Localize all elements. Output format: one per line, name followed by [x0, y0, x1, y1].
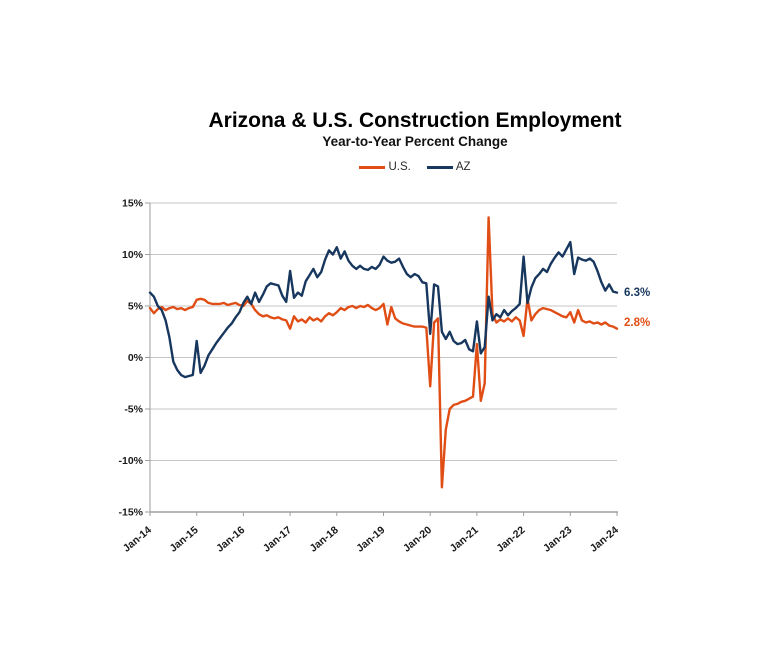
chart-title: Arizona & U.S. Construction Employment	[208, 109, 622, 132]
legend-item-us: U.S.	[359, 161, 411, 173]
y-axis-tick-label: 0%	[128, 352, 144, 364]
legend-label-az: AZ	[455, 161, 471, 173]
y-axis-tick-label: 10%	[122, 249, 144, 261]
x-axis-tick-label: Jan-23	[541, 524, 574, 555]
x-axis-tick-label: Jan-22	[494, 524, 527, 555]
x-axis-tick-label: Jan-19	[354, 524, 387, 555]
az-end-value-label: 6.3%	[624, 287, 651, 299]
us-series-line	[148, 216, 619, 489]
chart-header: Arizona & U.S. Construction Employment Y…	[150, 108, 680, 173]
x-axis-tick-label: Jan-16	[214, 524, 247, 555]
az-line-swatch-icon	[426, 165, 453, 169]
x-axis-tick-label: Jan-24	[588, 524, 621, 555]
y-axis-tick-label: -5%	[124, 404, 143, 416]
chart-subtitle: Year-to-Year Percent Change	[322, 134, 508, 149]
x-axis-tick-label: Jan-17	[261, 524, 294, 555]
legend-item-az: AZ	[426, 161, 471, 173]
az-series-line	[148, 240, 619, 379]
y-axis-tick-label: 5%	[128, 301, 144, 313]
legend-label-us: U.S.	[388, 161, 411, 173]
x-axis-tick-label: Jan-15	[167, 524, 200, 555]
y-axis-tick-label: -10%	[118, 455, 143, 467]
us-line-swatch-icon	[359, 165, 386, 169]
us-end-value-label: 2.8%	[624, 317, 651, 329]
x-axis-tick-label: Jan-14	[121, 524, 154, 555]
legend: U.S. AZ	[150, 161, 680, 173]
y-axis-tick-label: -15%	[118, 507, 143, 519]
x-axis-tick-label: Jan-18	[308, 524, 341, 555]
x-axis-tick-label: Jan-21	[448, 524, 481, 555]
y-axis-tick-label: 15%	[122, 198, 144, 210]
x-axis-tick-label: Jan-20	[401, 524, 434, 555]
